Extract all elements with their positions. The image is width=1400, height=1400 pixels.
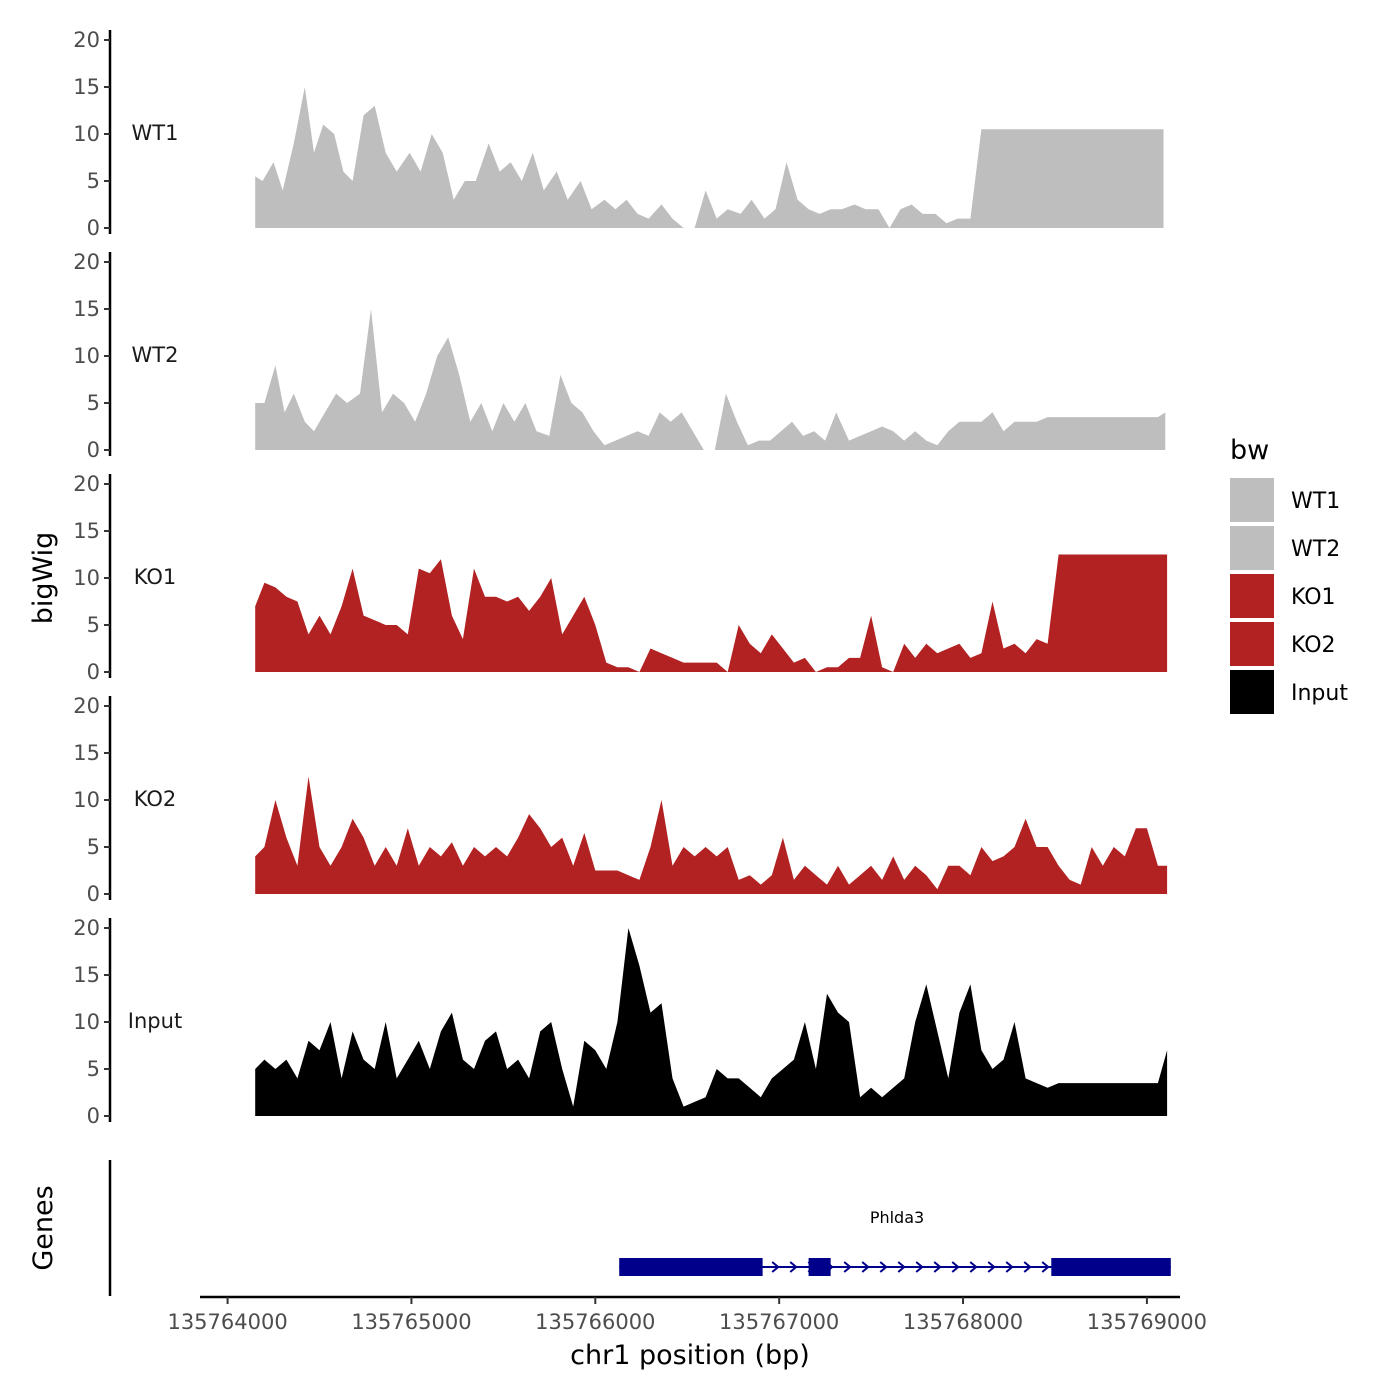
track-wt1: 0 5 10 15 20 WT1 <box>73 28 1164 240</box>
legend-title: bw <box>1230 435 1269 466</box>
y-tick-label: 10 <box>73 788 100 812</box>
x-axis: 135764000 135765000 135766000 135767000 1357… <box>167 1295 1207 1334</box>
legend-swatch <box>1230 670 1274 714</box>
legend-item-ko2: KO2 <box>1230 622 1336 666</box>
y-tick-label: 20 <box>73 250 100 274</box>
legend-label: KO1 <box>1291 585 1336 610</box>
y-tick-label: 15 <box>73 519 100 543</box>
track-label: WT2 <box>132 343 179 367</box>
area-ko1 <box>255 554 1168 672</box>
y-tick-label: 20 <box>73 916 100 940</box>
strand-arrow <box>915 1261 924 1273</box>
legend-item-wt2: WT2 <box>1230 526 1340 570</box>
track-input: 0 5 10 15 20 Input <box>73 916 1168 1128</box>
y-tick-label: 10 <box>73 122 100 146</box>
strand-arrow <box>771 1261 780 1273</box>
legend-swatch <box>1230 574 1274 618</box>
gene-exon <box>1051 1258 1171 1276</box>
legend-label: WT1 <box>1291 489 1340 514</box>
track-wt2: 0 5 10 15 20 WT2 <box>73 250 1166 462</box>
y-tick-label: 0 <box>87 660 100 684</box>
y-tick-label: 15 <box>73 741 100 765</box>
y-tick-label: 0 <box>87 216 100 240</box>
y-tick-label: 0 <box>87 1104 100 1128</box>
y-tick-label: 5 <box>87 1057 100 1081</box>
track-label: WT1 <box>132 121 179 145</box>
x-tick-label: 135764000 <box>167 1310 287 1334</box>
y-tick-label: 0 <box>87 882 100 906</box>
y-tick-label: 10 <box>73 566 100 590</box>
y-axis-title: bigWig <box>28 532 59 625</box>
coverage-tracks: 0 5 10 15 20 WT1 0 5 10 15 20 WT2 0 5 10 15 20 KO1 0 5 10 15 2… <box>73 28 1168 1128</box>
y-tick-label: 5 <box>87 835 100 859</box>
strand-arrow <box>879 1261 888 1273</box>
strand-arrow <box>1041 1261 1050 1273</box>
area-ko2 <box>255 776 1168 894</box>
x-tick-label: 135767000 <box>719 1310 839 1334</box>
x-tick-label: 135769000 <box>1087 1310 1207 1334</box>
legend-item-input: Input <box>1230 670 1348 714</box>
strand-arrow <box>789 1261 798 1273</box>
x-tick-label: 135766000 <box>535 1310 655 1334</box>
track-label: KO1 <box>134 565 177 589</box>
legend-label: KO2 <box>1291 633 1336 658</box>
strand-arrow <box>1005 1261 1014 1273</box>
track-label: Input <box>128 1009 182 1033</box>
y-tick-label: 15 <box>73 75 100 99</box>
y-tick-label: 5 <box>87 613 100 637</box>
track-ko2: 0 5 10 15 20 KO2 <box>73 694 1168 906</box>
y-tick-label: 20 <box>73 28 100 52</box>
gene-track: Phlda3 <box>108 1160 1171 1296</box>
y-tick-label: 0 <box>87 438 100 462</box>
legend-item-ko1: KO1 <box>1230 574 1336 618</box>
legend-swatch <box>1230 622 1274 666</box>
area-wt1 <box>255 87 1164 228</box>
track-label: KO2 <box>134 787 177 811</box>
genes-axis-title: Genes <box>28 1185 59 1270</box>
strand-arrow <box>861 1261 870 1273</box>
legend-item-wt1: WT1 <box>1230 478 1340 522</box>
y-tick-label: 5 <box>87 169 100 193</box>
y-tick-label: 20 <box>73 472 100 496</box>
gene-exon <box>808 1258 831 1276</box>
legend-swatch <box>1230 478 1274 522</box>
y-tick-label: 5 <box>87 391 100 415</box>
area-input <box>255 928 1168 1116</box>
legend: bw WT1 WT2 KO1 KO2 Input <box>1230 435 1348 714</box>
y-tick-label: 10 <box>73 344 100 368</box>
strand-arrow <box>933 1261 942 1273</box>
gene-exon <box>619 1258 763 1276</box>
legend-label: Input <box>1291 681 1348 706</box>
strand-arrow <box>969 1261 978 1273</box>
strand-arrow <box>897 1261 906 1273</box>
x-tick-label: 135768000 <box>903 1310 1023 1334</box>
strand-arrow <box>843 1261 852 1273</box>
strand-arrow <box>987 1261 996 1273</box>
legend-label: WT2 <box>1291 537 1340 562</box>
y-tick-label: 20 <box>73 694 100 718</box>
gene-phlda3: Phlda3 <box>619 1208 1171 1276</box>
y-tick-label: 10 <box>73 1010 100 1034</box>
strand-arrow <box>951 1261 960 1273</box>
y-tick-label: 15 <box>73 297 100 321</box>
x-axis-title: chr1 position (bp) <box>570 1340 810 1371</box>
gene-name: Phlda3 <box>870 1208 924 1227</box>
area-wt2 <box>255 309 1166 450</box>
strand-arrow <box>1023 1261 1032 1273</box>
track-ko1: 0 5 10 15 20 KO1 <box>73 472 1168 684</box>
legend-swatch <box>1230 526 1274 570</box>
y-tick-label: 15 <box>73 963 100 987</box>
x-tick-label: 135765000 <box>351 1310 471 1334</box>
